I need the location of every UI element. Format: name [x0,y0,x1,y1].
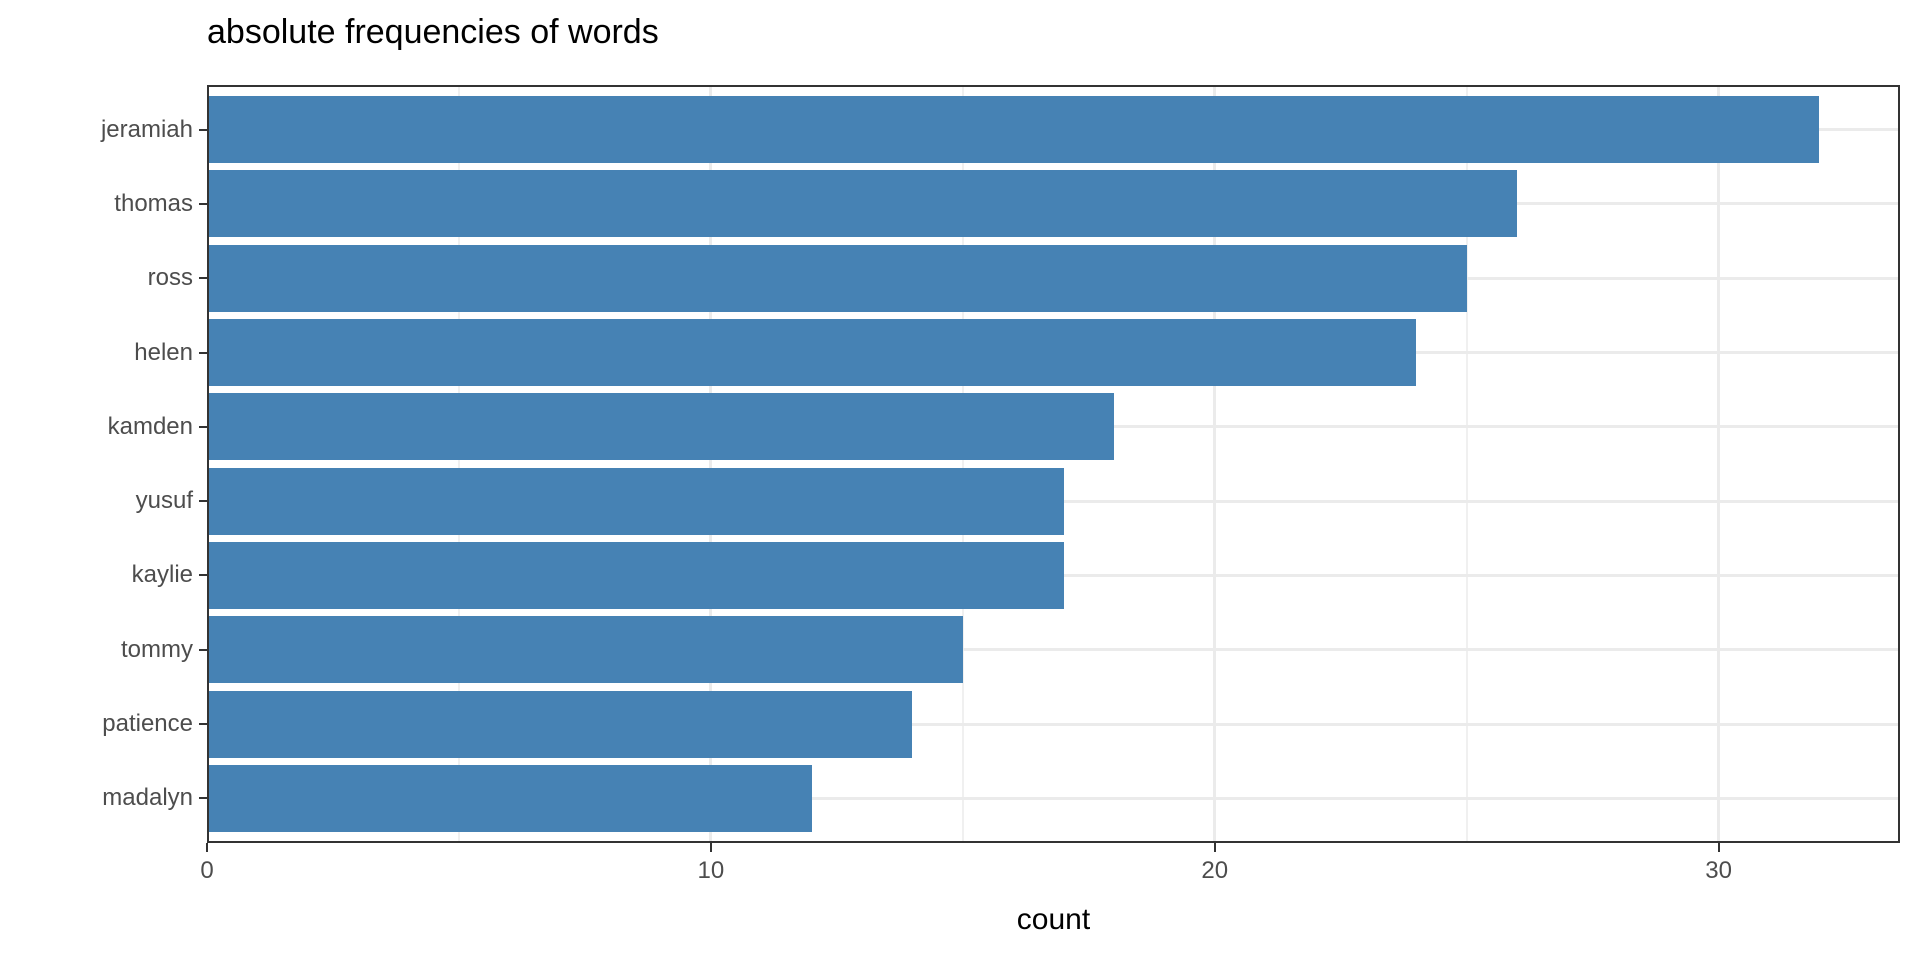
y-axis-label-kamden: kamden [107,412,193,440]
grid-major-horizontal [207,796,1900,800]
y-axis-label-ross: ross [147,264,193,292]
grid-major-horizontal [207,722,1900,726]
y-axis-tick [199,425,207,428]
x-axis-tick [709,843,712,852]
chart-title: absolute frequencies of words [207,13,659,51]
y-axis-tick [199,500,207,503]
y-axis-label-patience: patience [102,710,193,738]
x-axis-tick [206,843,208,852]
y-axis-tick [199,797,207,800]
grid-minor-vertical [961,85,964,843]
y-axis-tick [199,574,207,577]
bar-kaylie [207,541,1064,609]
bar-patience [207,690,913,758]
x-axis-label-0: 0 [200,857,214,884]
grid-major-vertical [709,85,713,843]
x-axis-label-30: 30 [1705,857,1732,884]
y-axis-label-kaylie: kaylie [131,561,193,589]
y-axis-label-yusuf: yusuf [135,487,193,515]
grid-minor-vertical [1465,85,1468,843]
y-axis-label-thomas: thomas [114,189,193,217]
plot-panel [207,85,1900,843]
grid-minor-vertical [457,85,460,843]
bar-thomas [207,170,1518,238]
bar-kamden [207,393,1114,461]
x-axis-tick [1213,843,1216,852]
x-axis-tick [1717,843,1720,852]
y-axis-tick [199,351,207,354]
grid-major-vertical [1717,85,1721,843]
y-axis-tick [199,128,207,131]
bar-ross [207,244,1467,312]
bar-yusuf [207,467,1064,535]
x-axis-title: count [1016,903,1091,936]
y-axis-tick [199,202,207,205]
bar-tommy [207,616,963,684]
y-axis-tick [199,648,207,651]
y-axis-label-tommy: tommy [121,635,193,663]
grid-major-horizontal [207,648,1900,652]
bar-madalyn [207,764,812,832]
y-axis-label-jeramiah: jeramiah [100,115,193,143]
grid-major-vertical [1213,85,1217,843]
bar-helen [207,319,1417,387]
y-axis-tick [199,723,207,726]
x-axis-label-20: 20 [1201,857,1229,884]
bar-jeramiah [207,96,1820,164]
y-axis-label-madalyn: madalyn [102,784,193,812]
y-axis-label-helen: helen [134,338,193,366]
x-axis-label-10: 10 [697,857,725,884]
y-axis-tick [199,277,207,280]
